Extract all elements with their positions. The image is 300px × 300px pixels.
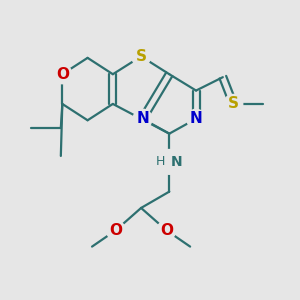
Text: O: O [160, 223, 173, 238]
Circle shape [157, 221, 176, 240]
Circle shape [106, 221, 125, 240]
Text: N: N [136, 111, 149, 126]
Circle shape [133, 109, 152, 128]
Circle shape [157, 149, 182, 174]
Text: S: S [228, 96, 239, 111]
Text: N: N [190, 111, 202, 126]
Circle shape [187, 109, 206, 128]
Circle shape [132, 47, 151, 66]
Circle shape [53, 65, 72, 84]
Text: O: O [109, 223, 122, 238]
Text: H: H [155, 155, 165, 168]
Circle shape [224, 94, 243, 113]
Text: O: O [56, 67, 69, 82]
Text: N: N [171, 155, 182, 169]
Text: S: S [136, 49, 147, 64]
